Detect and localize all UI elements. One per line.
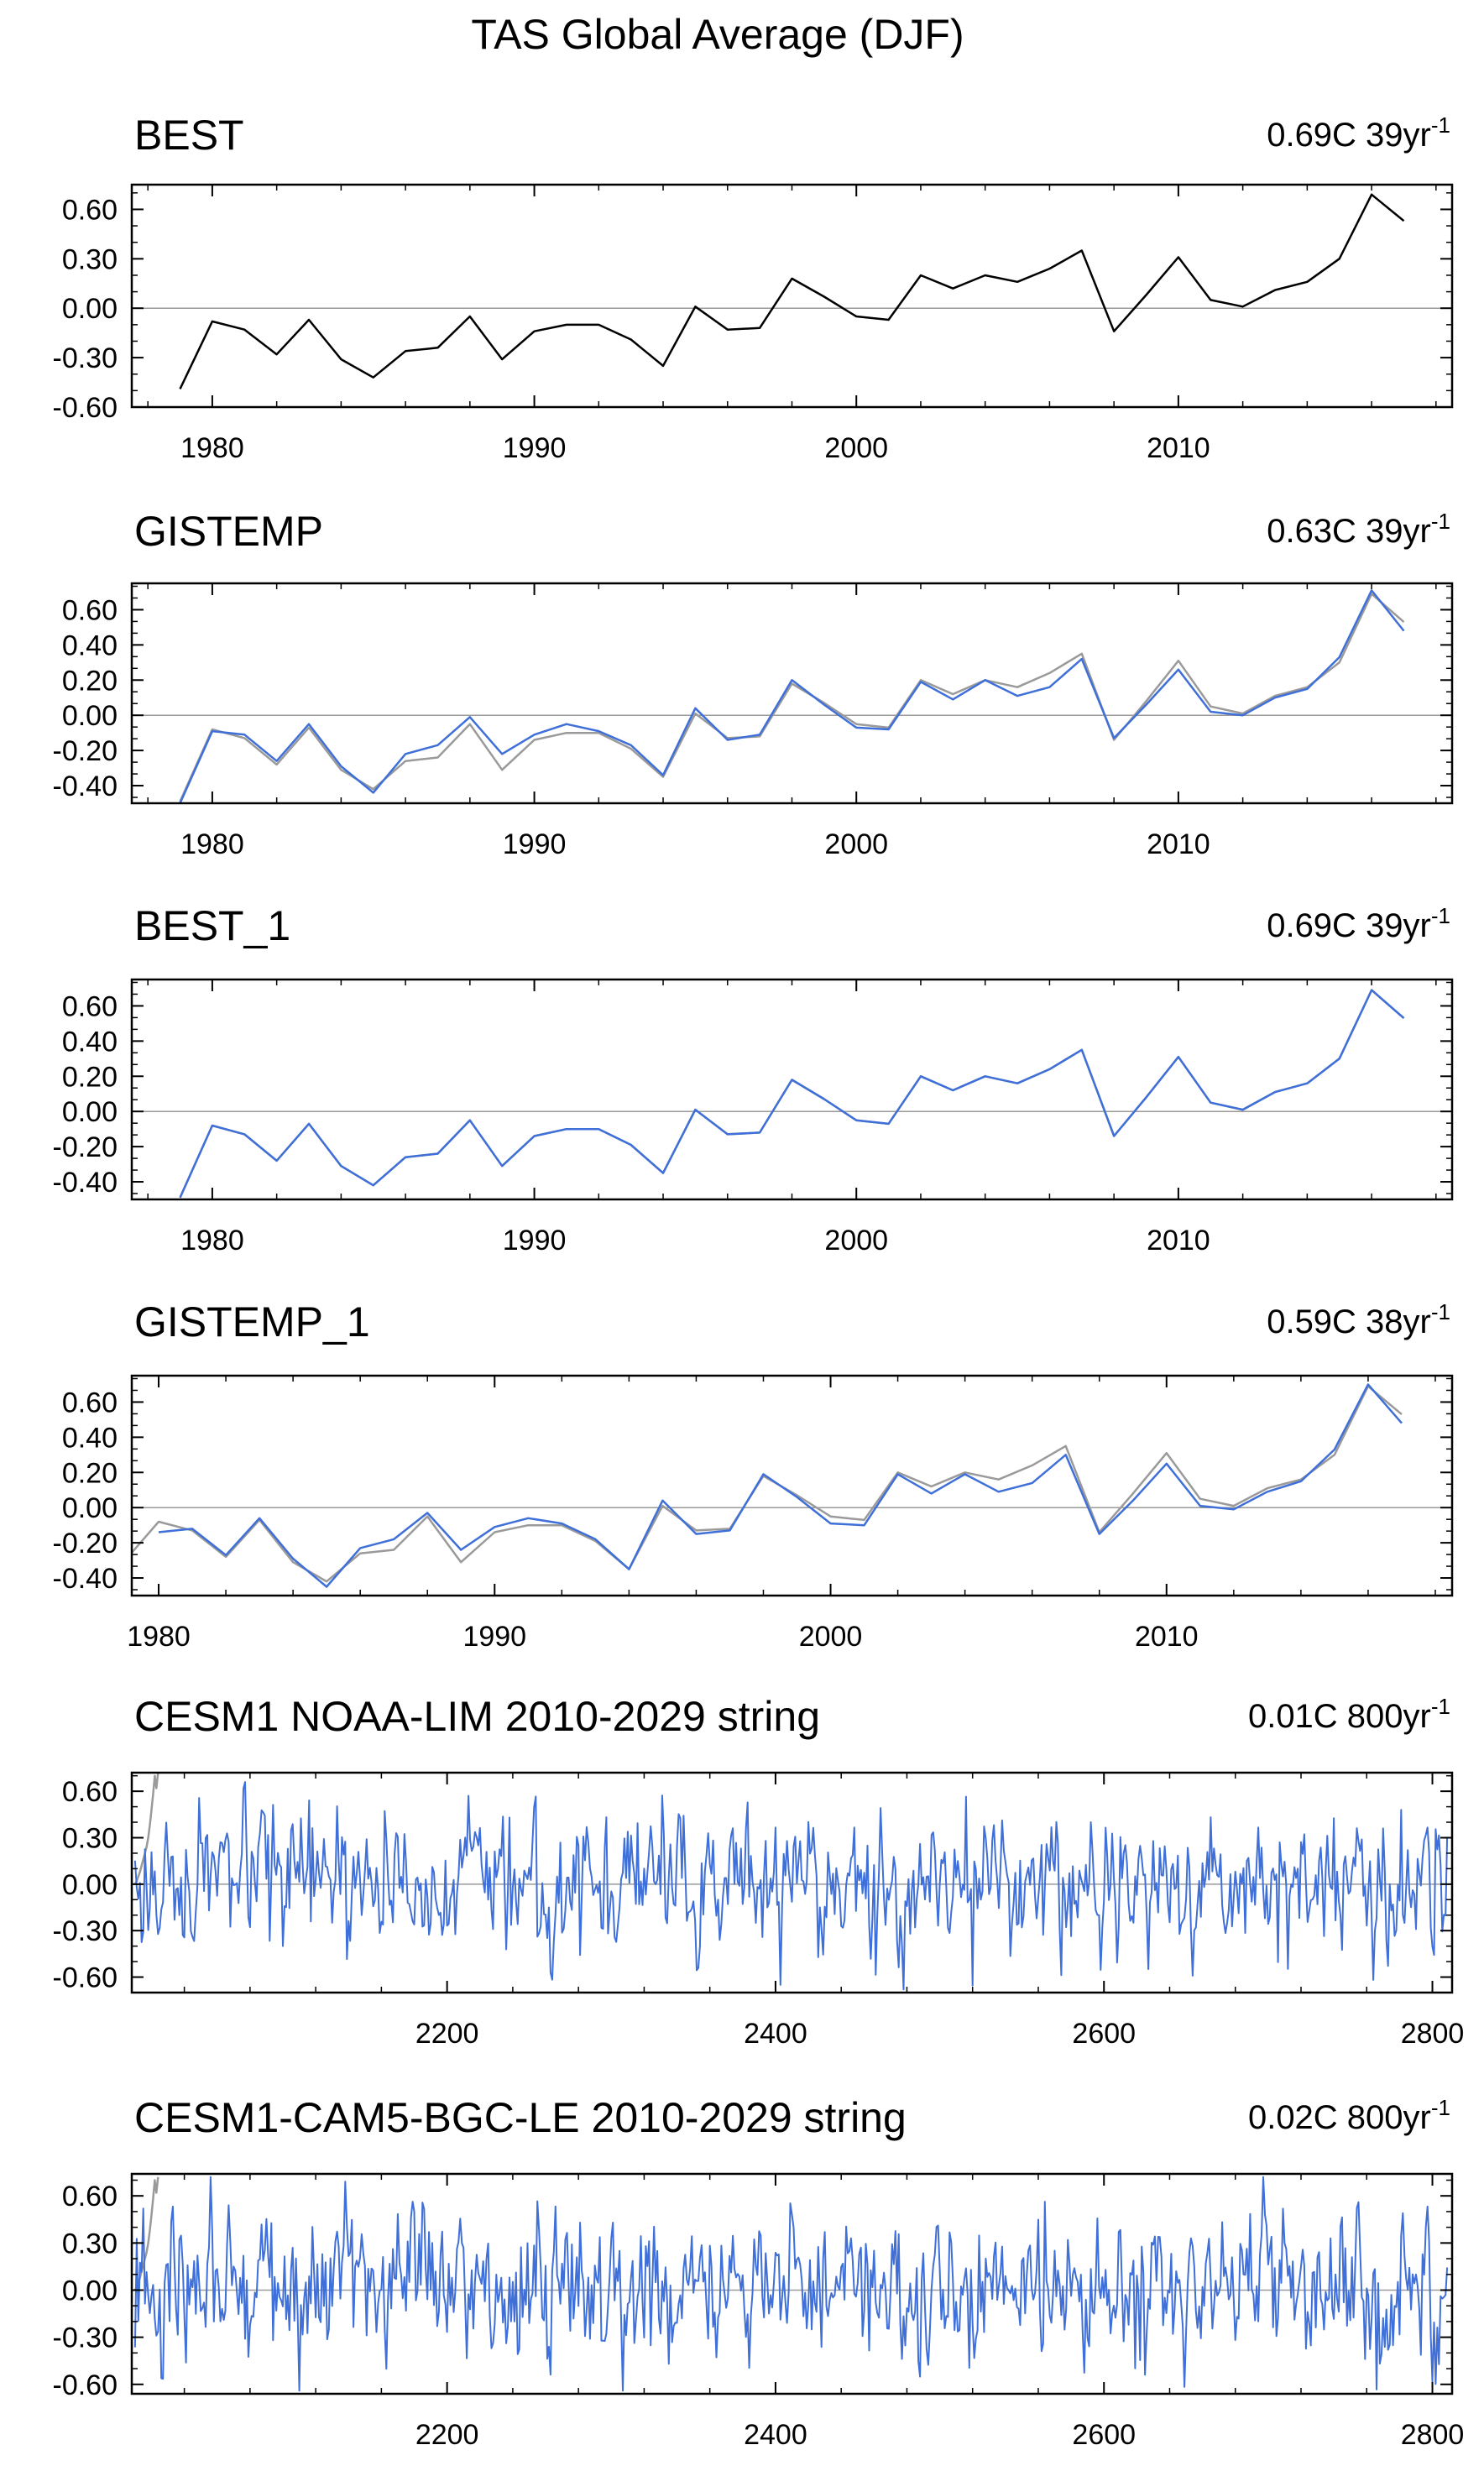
series-line-2: [133, 1781, 1449, 1991]
x-tick-label: 2000: [824, 432, 888, 464]
y-tick-label: -0.30: [53, 342, 118, 374]
series-line-1: [132, 1385, 1403, 1583]
y-tick-label: 0.00: [62, 1096, 118, 1128]
x-tick-label: 2200: [415, 2018, 479, 2050]
x-tick-label: 2400: [744, 2018, 807, 2050]
x-tick-label: 2200: [415, 2419, 479, 2451]
series-line-2: [133, 2176, 1449, 2392]
panel-trend-stat: 0.69C 39yr-1: [1267, 112, 1450, 154]
panel-title: BEST: [134, 112, 244, 159]
series-line-2: [179, 589, 1405, 803]
y-tick-label: -0.30: [53, 1915, 118, 1947]
y-tick-label: -0.20: [53, 1131, 118, 1163]
panel-title: GISTEMP_1: [134, 1298, 370, 1345]
x-tick-label: 2400: [744, 2419, 807, 2451]
plot-frame: [130, 582, 1454, 805]
y-tick-label: 0.30: [62, 1822, 118, 1854]
x-tick-label: 2600: [1072, 2018, 1136, 2050]
y-tick-label: -0.20: [53, 1528, 118, 1559]
y-tick-label: 0.00: [62, 2275, 118, 2306]
panel-trend-stat: 0.01C 800yr-1: [1248, 1694, 1450, 1735]
x-tick-label: 1990: [503, 1225, 567, 1256]
y-tick-label: 0.60: [62, 194, 118, 226]
main-title: TAS Global Average (DJF): [471, 11, 964, 58]
y-tick-label: 0.00: [62, 293, 118, 325]
x-tick-label: 2600: [1072, 2419, 1136, 2451]
y-tick-label: 0.30: [62, 2228, 118, 2259]
y-tick-label: -0.30: [53, 2322, 118, 2354]
series-line-1: [179, 193, 1405, 389]
series-line-2: [158, 1383, 1403, 1588]
x-tick-label: 1990: [503, 828, 567, 860]
x-tick-label: 1980: [180, 828, 244, 860]
plot-frame: [130, 978, 1454, 1201]
plot-frame: [130, 1771, 1454, 1994]
panel-1: BEST 0.69C 39yr-1 0.60 0.30 0.00 -0.30 -0.60 19…: [53, 112, 1454, 464]
y-tick-label: 0.40: [62, 1026, 118, 1058]
plot-frame: [130, 183, 1454, 409]
y-tick-label: -0.40: [53, 1167, 118, 1199]
y-tick-label: -0.60: [53, 1962, 118, 1994]
x-tick-label: 1990: [503, 432, 567, 464]
y-tick-label: -0.40: [53, 771, 118, 802]
y-tick-label: 0.00: [62, 1869, 118, 1901]
x-tick-label: 2800: [1401, 2419, 1465, 2451]
panel-6: CESM1-CAM5-BGC-LE 2010-2029 string 0.02C …: [53, 2094, 1465, 2451]
y-tick-label: 0.30: [62, 243, 118, 275]
y-tick-label: 0.00: [62, 700, 118, 732]
y-tick-label: 0.60: [62, 594, 118, 626]
x-tick-label: 2010: [1147, 1225, 1210, 1256]
x-tick-label: 2010: [1135, 1621, 1199, 1653]
y-tick-label: 0.60: [62, 1776, 118, 1808]
x-tick-label: 1980: [180, 432, 244, 464]
panel-trend-stat: 0.59C 38yr-1: [1267, 1299, 1450, 1340]
y-tick-label: -0.60: [53, 2369, 118, 2401]
panel-4: GISTEMP_1 0.59C 38yr-1 0.60 0.400.200.00 -0.…: [53, 1298, 1454, 1653]
x-tick-label: 2000: [824, 1225, 888, 1256]
plot-frame: [130, 2172, 1454, 2395]
x-tick-label: 2000: [799, 1621, 863, 1653]
y-tick-label: 0.40: [62, 630, 118, 661]
panel-trend-stat: 0.69C 39yr-1: [1267, 903, 1450, 944]
x-tick-label: 2000: [824, 828, 888, 860]
x-tick-label: 2800: [1401, 2018, 1465, 2050]
panel-title: CESM1-CAM5-BGC-LE 2010-2029 string: [134, 2094, 907, 2141]
y-tick-label: 0.60: [62, 990, 118, 1022]
x-tick-label: 2010: [1147, 432, 1210, 464]
x-tick-label: 1980: [180, 1225, 244, 1256]
panel-3: BEST_1 0.69C 39yr-1 0.60 0.400.200.00-0.20 -…: [53, 902, 1454, 1256]
y-tick-label: -0.60: [53, 392, 118, 424]
series-line-1: [133, 1773, 159, 1885]
y-tick-label: -0.20: [53, 735, 118, 767]
panel-trend-stat: 0.02C 800yr-1: [1248, 2095, 1450, 2136]
y-tick-label: 0.20: [62, 665, 118, 697]
y-tick-label: 0.20: [62, 1457, 118, 1489]
series-line-1: [179, 593, 1405, 802]
panel-title: CESM1 NOAA-LIM 2010-2029 string: [134, 1693, 820, 1740]
x-tick-label: 2010: [1147, 828, 1210, 860]
series-line-1: [179, 989, 1405, 1199]
y-tick-label: 0.40: [62, 1422, 118, 1454]
y-tick-label: 0.20: [62, 1061, 118, 1093]
x-tick-label: 1990: [462, 1621, 526, 1653]
plot-frame: [130, 1374, 1454, 1597]
y-tick-label: -0.40: [53, 1563, 118, 1595]
y-tick-label: 0.60: [62, 2181, 118, 2212]
panel-title: BEST_1: [134, 902, 290, 949]
panel-5: CESM1 NOAA-LIM 2010-2029 string 0.01C 800…: [53, 1693, 1465, 2050]
y-tick-label: 0.00: [62, 1492, 118, 1524]
x-tick-label: 1980: [127, 1621, 191, 1653]
panel-2: GISTEMP 0.63C 39yr-1 0.60 0.40 0.200.00-0.20…: [53, 508, 1454, 860]
panel-title: GISTEMP: [134, 508, 323, 555]
panel-trend-stat: 0.63C 39yr-1: [1267, 509, 1450, 550]
y-tick-label: 0.60: [62, 1387, 118, 1418]
series-line-2: [179, 989, 1405, 1199]
